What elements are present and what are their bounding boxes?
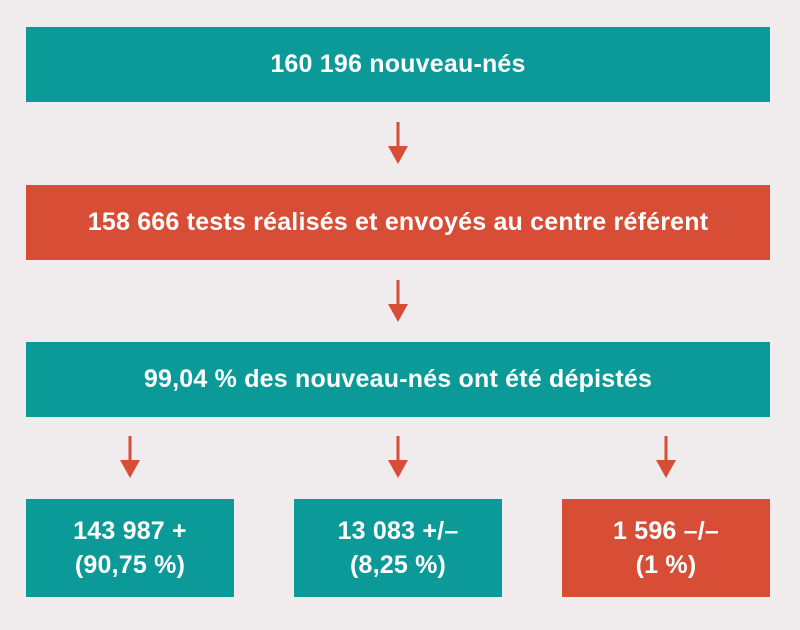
positive-box: 143 987 + (90,75 %)	[26, 499, 234, 597]
arrow-down-icon	[388, 436, 408, 478]
intermediate-percent: (8,25 %)	[349, 551, 447, 579]
negative-percent: (1 %)	[635, 551, 697, 579]
tests-box: 158 666 tests réalisés et envoyés au cen…	[26, 185, 770, 260]
newborns-box: 160 196 nouveau-nés	[26, 27, 770, 102]
screened-label: 99,04 % des nouveau-nés ont été dépistés	[143, 365, 653, 393]
arrow-down-icon	[388, 280, 408, 322]
arrow-down-icon	[656, 436, 676, 478]
tests-label: 158 666 tests réalisés et envoyés au cen…	[87, 208, 709, 236]
intermediate-count: 13 083 +/–	[337, 517, 459, 545]
screened-box: 99,04 % des nouveau-nés ont été dépistés	[26, 342, 770, 417]
arrow-down-icon	[388, 122, 408, 164]
negative-count: 1 596 –/–	[612, 517, 720, 545]
negative-box: 1 596 –/– (1 %)	[562, 499, 770, 597]
positive-percent: (90,75 %)	[74, 551, 186, 579]
intermediate-box: 13 083 +/– (8,25 %)	[294, 499, 502, 597]
newborns-label: 160 196 nouveau-nés	[270, 50, 526, 78]
arrow-down-icon	[120, 436, 140, 478]
positive-count: 143 987 +	[73, 517, 187, 545]
